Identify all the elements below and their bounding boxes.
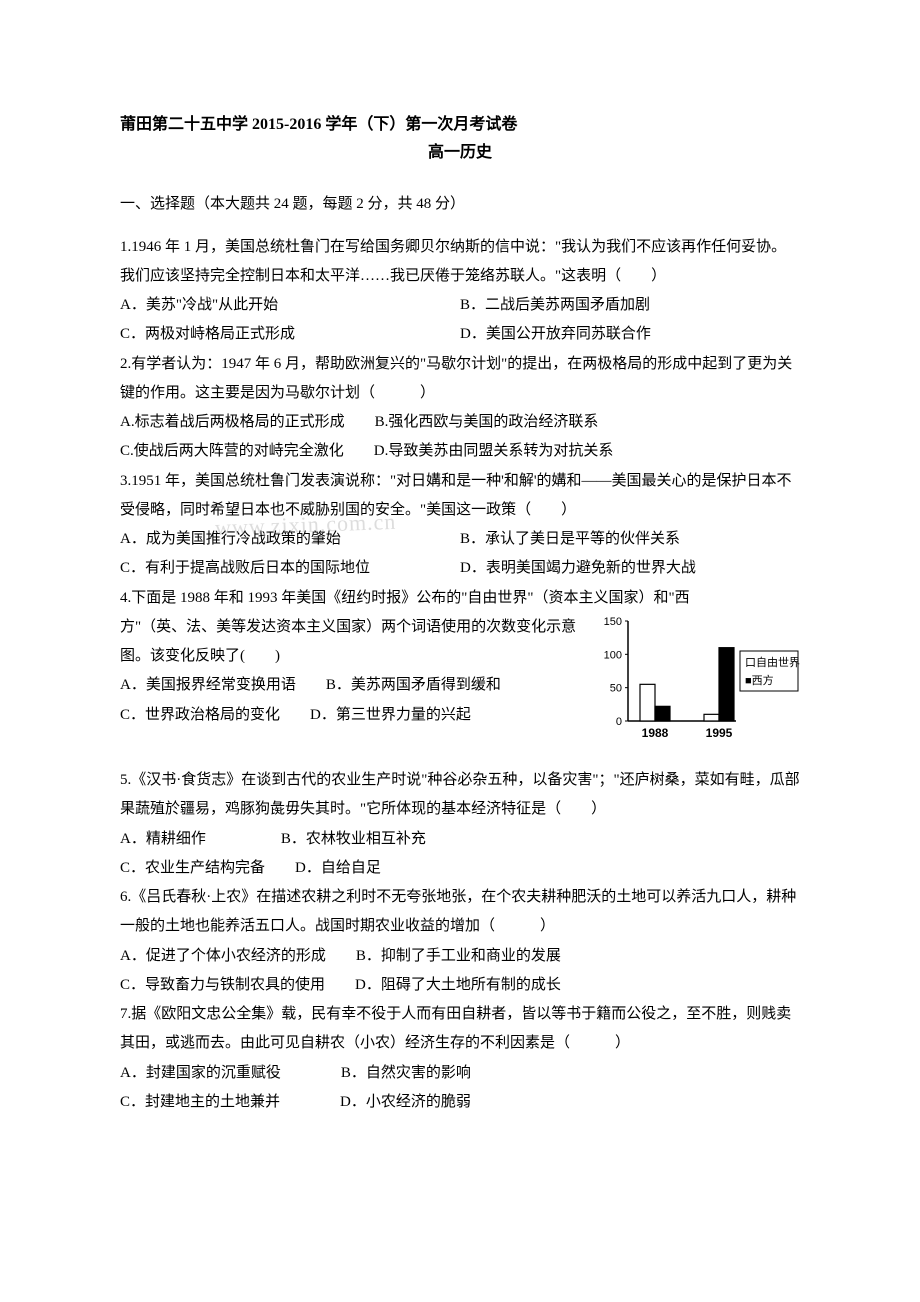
svg-text:1995: 1995: [706, 726, 733, 740]
question-body: 6.《吕氏春秋·上农》在描述农耕之利时不无夸张地张，在个农夫耕种肥沃的土地可以养…: [120, 883, 800, 942]
question-body: 5.《汉书·食货志》在谈到古代的农业生产时说"种谷必杂五种，以备灾害"；"还庐树…: [120, 766, 800, 825]
option: C．世界政治格局的变化 D．第三世界力量的兴起: [120, 701, 592, 730]
question-body: 7.据《欧阳文忠公全集》载，民有幸不役于人而有田自耕者，皆以等书于籍而公役之，至…: [120, 1000, 800, 1059]
option: C．农业生产结构完备 D．自给自足: [120, 854, 800, 883]
svg-text:■西方: ■西方: [745, 673, 774, 687]
option: A．精耕细作 B．农林牧业相互补充: [120, 825, 800, 854]
option: D．表明美国竭力避免新的世界大战: [460, 554, 800, 583]
svg-text:口自由世界: 口自由世界: [745, 655, 800, 669]
question-6: 6.《吕氏春秋·上农》在描述农耕之利时不无夸张地张，在个农夫耕种肥沃的土地可以养…: [120, 883, 800, 1000]
option: A．美国报界经常变换用语 B．美苏两国矛盾得到缓和: [120, 671, 592, 700]
options: A．美苏"冷战"从此开始B．二战后美苏两国矛盾加剧C．两极对峙格局正式形成D．美…: [120, 291, 800, 350]
option: D．美国公开放弃同苏联合作: [460, 320, 800, 349]
exam-title-line2: 高一历史: [120, 138, 800, 162]
svg-text:50: 50: [610, 682, 622, 694]
svg-text:1988: 1988: [642, 726, 669, 740]
option: A．封建国家的沉重赋役 B．自然灾害的影响: [120, 1059, 800, 1088]
svg-text:0: 0: [616, 716, 622, 728]
svg-text:150: 150: [604, 616, 622, 628]
question-5: 5.《汉书·食货志》在谈到古代的农业生产时说"种谷必杂五种，以备灾害"；"还庐树…: [120, 766, 800, 883]
option: C．封建地主的土地兼并 D．小农经济的脆弱: [120, 1088, 800, 1117]
option: A．促进了个体小农经济的形成 B．抑制了手工业和商业的发展: [120, 942, 800, 971]
options: A.标志着战后两极格局的正式形成 B.强化西欧与美国的政治经济联系C.使战后两大…: [120, 408, 800, 467]
svg-text:100: 100: [604, 649, 622, 661]
option: A．美苏"冷战"从此开始: [120, 291, 460, 320]
option: A．成为美国推行冷战政策的肇始: [120, 525, 460, 554]
chart-svg: 0 50 100 150 1988 1995 口自由世界 ■西方: [600, 615, 800, 755]
question-2: 2.有学者认为：1947 年 6 月，帮助欧洲复兴的"马歇尔计划"的提出，在两极…: [120, 350, 800, 467]
option: B．二战后美苏两国矛盾加剧: [460, 291, 800, 320]
question-4: 4.下面是 1988 年和 1993 年美国《纽约时报》公布的"自由世界"（资本…: [120, 584, 800, 767]
option: C.使战后两大阵营的对峙完全激化 D.导致美苏由同盟关系转为对抗关系: [120, 437, 800, 466]
question-7: 7.据《欧阳文忠公全集》载，民有幸不役于人而有田自耕者，皆以等书于籍而公役之，至…: [120, 1000, 800, 1117]
options: A．封建国家的沉重赋役 B．自然灾害的影响C．封建地主的土地兼并 D．小农经济的…: [120, 1059, 800, 1118]
option: C．有利于提高战败后日本的国际地位: [120, 554, 460, 583]
option: B．承认了美日是平等的伙伴关系: [460, 525, 800, 554]
questions-container: 1.1946 年 1 月，美国总统杜鲁门在写给国务卿贝尔纳斯的信中说："我认为我…: [120, 233, 800, 1118]
question-3: 3.1951 年，美国总统杜鲁门发表演说称："对日媾和是一种'和解'的媾和——美…: [120, 467, 800, 584]
chart-wrapper: 0 50 100 150 1988 1995 口自由世界 ■西方: [600, 615, 800, 766]
question-body: 1.1946 年 1 月，美国总统杜鲁门在写给国务卿贝尔纳斯的信中说："我认为我…: [120, 233, 800, 292]
question-body: 2.有学者认为：1947 年 6 月，帮助欧洲复兴的"马歇尔计划"的提出，在两极…: [120, 350, 800, 409]
options: A．精耕细作 B．农林牧业相互补充C．农业生产结构完备 D．自给自足: [120, 825, 800, 884]
options: A．促进了个体小农经济的形成 B．抑制了手工业和商业的发展C．导致畜力与铁制农具…: [120, 942, 800, 1001]
question-body: 3.1951 年，美国总统杜鲁门发表演说称："对日媾和是一种'和解'的媾和——美…: [120, 467, 800, 526]
question-1: 1.1946 年 1 月，美国总统杜鲁门在写给国务卿贝尔纳斯的信中说："我认为我…: [120, 233, 800, 350]
exam-title-line1: 莆田第二十五中学 2015-2016 学年（下）第一次月考试卷: [120, 110, 800, 134]
section-header: 一、选择题（本大题共 24 题，每题 2 分，共 48 分）: [120, 190, 800, 219]
option: C．两极对峙格局正式形成: [120, 320, 460, 349]
option: C．导致畜力与铁制农具的使用 D．阻碍了大土地所有制的成长: [120, 971, 800, 1000]
option: A.标志着战后两极格局的正式形成 B.强化西欧与美国的政治经济联系: [120, 408, 800, 437]
options: A．成为美国推行冷战政策的肇始B．承认了美日是平等的伙伴关系C．有利于提高战败后…: [120, 525, 800, 584]
question-body-pre: 4.下面是 1988 年和 1993 年美国《纽约时报》公布的"自由世界"（资本…: [120, 584, 800, 613]
